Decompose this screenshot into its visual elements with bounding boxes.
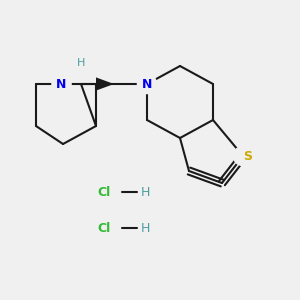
Text: S: S [243, 149, 252, 163]
Text: N: N [56, 77, 67, 91]
Polygon shape [96, 77, 114, 91]
Circle shape [233, 146, 253, 166]
Text: H: H [141, 185, 150, 199]
Text: H: H [141, 221, 150, 235]
Text: Cl: Cl [98, 221, 111, 235]
Text: Cl: Cl [98, 185, 111, 199]
Circle shape [52, 74, 71, 94]
Text: H: H [76, 58, 85, 68]
Circle shape [137, 74, 157, 94]
Text: N: N [142, 77, 152, 91]
